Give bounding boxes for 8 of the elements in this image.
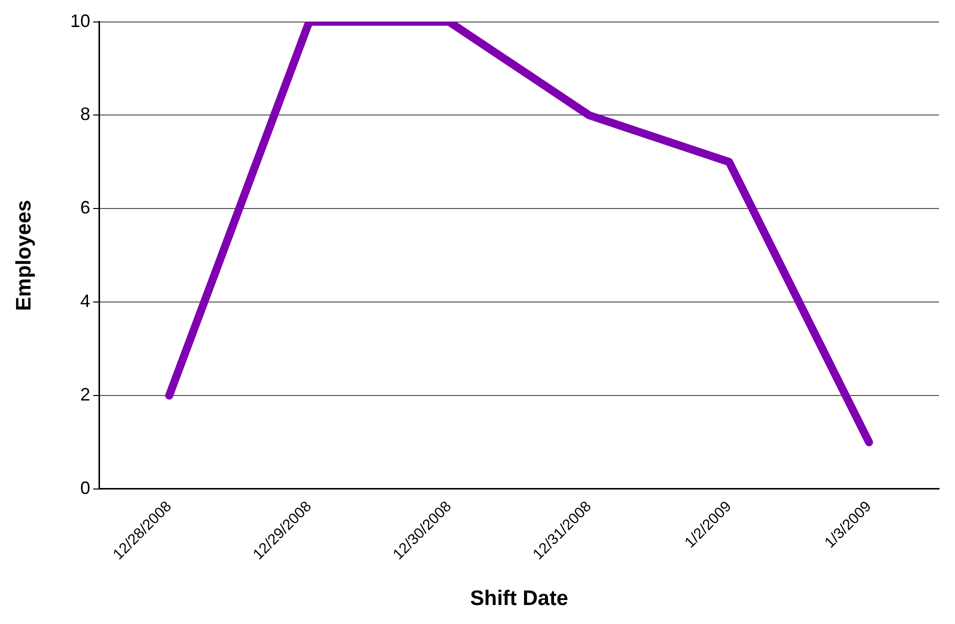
y-tick-label: 0 [80, 478, 90, 498]
y-tick-label: 8 [80, 104, 90, 124]
y-axis-title: Employees [12, 200, 36, 311]
x-axis-title: Shift Date [470, 587, 568, 610]
y-tick-label: 6 [80, 198, 90, 218]
y-tick-label: 2 [80, 384, 90, 405]
y-tick-label: 10 [70, 10, 90, 31]
y-tick-label: 4 [80, 291, 90, 312]
